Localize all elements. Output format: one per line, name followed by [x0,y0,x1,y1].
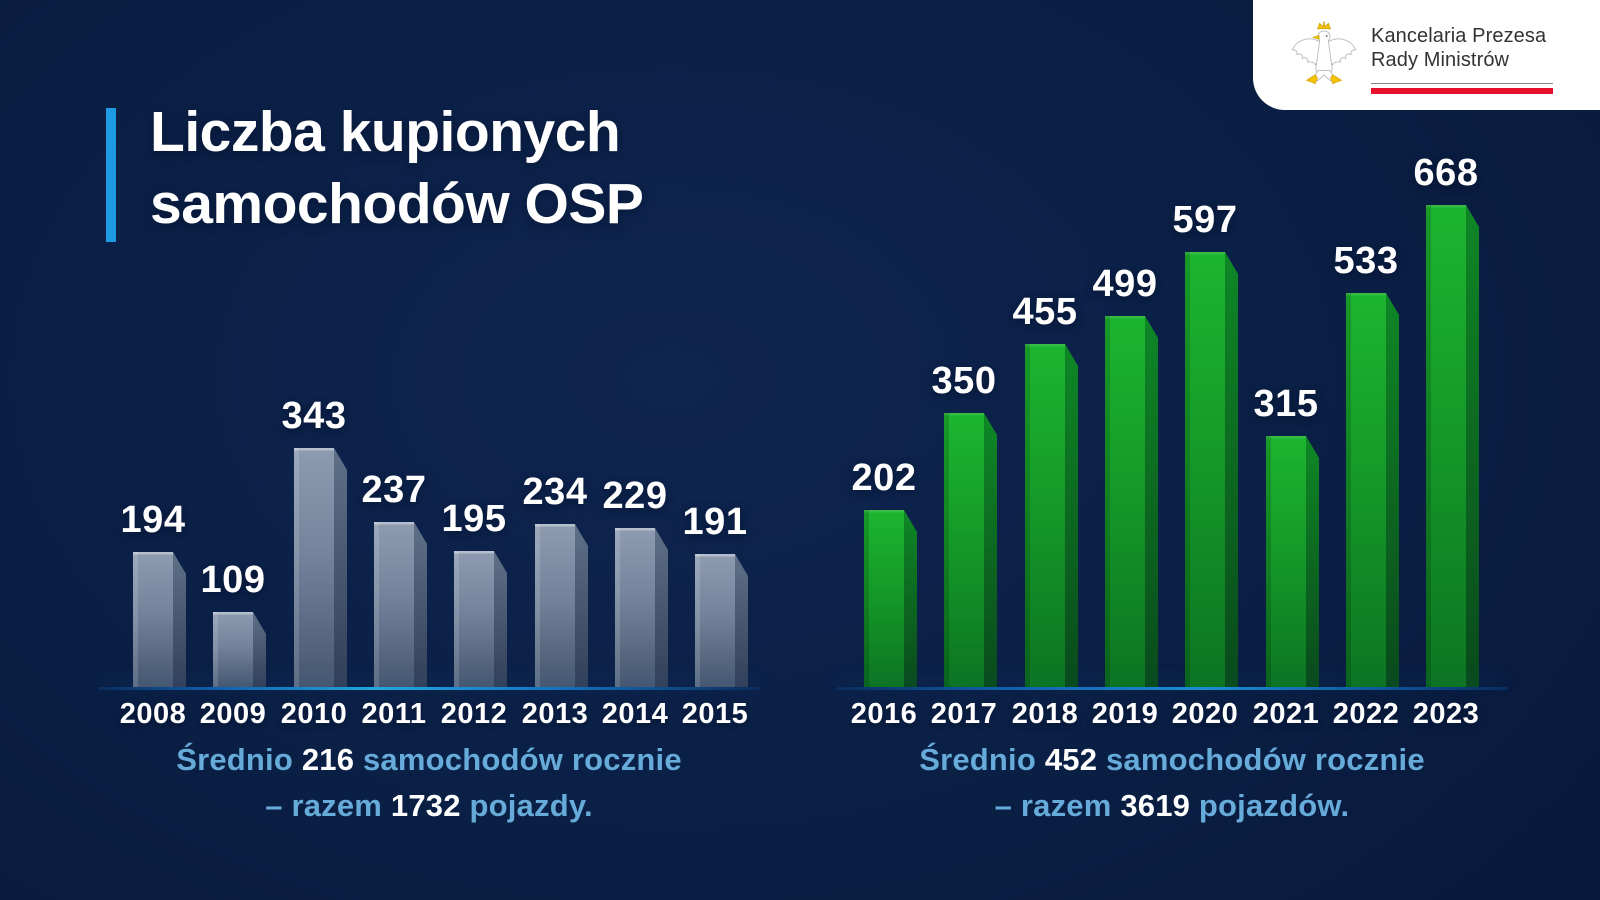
chart-summary-right: Średnio 452 samochodów rocznie – razem 3… [836,737,1508,829]
bar-shape [1266,436,1319,688]
bar-shape [1426,205,1479,688]
bar-group-2009: 109 2009 [200,559,266,730]
bar-value-label: 350 [931,360,997,402]
bar-value-label: 202 [851,457,917,499]
bar-value-label: 343 [281,395,347,437]
bar-year-label: 2017 [930,698,998,730]
bar-shape [1025,344,1078,688]
bar-year-label: 2009 [199,698,267,730]
bar-year-label: 2020 [1171,698,1239,730]
bar-value-label: 191 [682,501,748,543]
bar-shape [695,554,748,688]
bar-year-label: 2016 [850,698,918,730]
bar-year-label: 2012 [440,698,508,730]
bar-group-2017: 350 2017 [931,360,997,730]
bar-year-label: 2018 [1011,698,1079,730]
summary-text: samochodów rocznie [1097,742,1425,777]
bar-shape [454,551,507,688]
bar-year-label: 2015 [681,698,749,730]
bar-year-label: 2022 [1332,698,1400,730]
bar-group-2016: 202 2016 [851,457,917,730]
summary-line-2: – razem 3619 pojazdów. [836,783,1508,829]
bar-group-2020: 597 2020 [1172,199,1238,730]
bar-year-label: 2021 [1252,698,1320,730]
bar-shape [1105,316,1158,688]
bar-value-label: 315 [1253,383,1319,425]
bar-value-label: 194 [120,499,186,541]
title-accent-bar [106,108,116,242]
summary-total: 3619 [1120,788,1191,823]
bar-shape [374,522,427,688]
logo-red-underline [1371,88,1553,94]
summary-text: Średnio [919,742,1045,777]
bar-shape [133,552,186,688]
bar-group-2014: 229 2014 [602,475,668,730]
bar-year-label: 2008 [119,698,187,730]
logo-line-2: Rady Ministrów [1371,49,1510,71]
bar-group-2010: 343 2010 [281,395,347,730]
page-title: Liczba kupionych samochodów OSP [150,96,644,240]
bar-group-2022: 533 2022 [1333,240,1399,730]
bar-year-label: 2023 [1412,698,1480,730]
summary-text: pojazdy. [460,788,593,823]
bar-shape [944,413,997,688]
x-axis-line-left [98,687,760,690]
bar-value-label: 597 [1172,199,1238,241]
bar-year-label: 2010 [280,698,348,730]
x-axis-line-right [836,687,1508,690]
bar-group-2011: 237 2011 [362,469,427,730]
logo-badge: Kancelaria Prezesa Rady Ministrów [1253,0,1600,110]
summary-average: 216 [301,742,355,777]
summary-line-1: Średnio 216 samochodów rocznie [98,737,760,783]
bar-value-label: 237 [361,469,427,511]
bar-value-label: 195 [441,498,507,540]
bar-group-2021: 315 2021 [1253,383,1319,730]
bar-shape [864,510,917,688]
bar-group-2018: 455 2018 [1012,291,1078,730]
logo-divider [1371,83,1553,84]
bar-value-label: 499 [1092,263,1158,305]
bar-year-label: 2011 [361,698,427,730]
bar-shape [615,528,668,688]
logo-line-1: Kancelaria Prezesa [1371,25,1547,47]
bar-value-label: 533 [1333,240,1399,282]
page-title-line-1: Liczba kupionych [150,100,621,164]
bar-group-2019: 499 2019 [1092,263,1158,730]
page-title-line-2: samochodów OSP [150,172,644,236]
summary-line-1: Średnio 452 samochodów rocznie [836,737,1508,783]
polish-eagle-icon [1291,21,1357,84]
logo-text: Kancelaria Prezesa Rady Ministrów [1371,24,1553,94]
bar-group-2012: 195 2012 [441,498,507,730]
bar-value-label: 455 [1012,291,1078,333]
bar-group-2023: 668 2023 [1413,152,1479,730]
summary-average: 452 [1044,742,1098,777]
summary-text: Średnio [176,742,302,777]
bar-shape [213,612,266,688]
bar-value-label: 668 [1413,152,1479,194]
bar-group-2008: 194 2008 [120,499,186,730]
bar-shape [535,524,588,688]
bar-year-label: 2013 [521,698,589,730]
summary-text: samochodów rocznie [354,742,682,777]
bar-year-label: 2019 [1091,698,1159,730]
summary-line-2: – razem 1732 pojazdy. [98,783,760,829]
summary-text: – razem [994,788,1121,823]
summary-total: 1732 [390,788,461,823]
bar-value-label: 109 [200,559,266,601]
bar-value-label: 229 [602,475,668,517]
bar-value-label: 234 [522,471,588,513]
bar-group-2015: 191 2015 [682,501,748,730]
chart-summary-left: Średnio 216 samochodów rocznie – razem 1… [98,737,760,829]
bar-shape [1346,293,1399,688]
summary-text: pojazdów. [1190,788,1350,823]
bar-shape [294,448,347,688]
bar-group-2013: 234 2013 [522,471,588,730]
bar-shape [1185,252,1238,688]
bar-year-label: 2014 [601,698,669,730]
summary-text: – razem [265,788,391,823]
